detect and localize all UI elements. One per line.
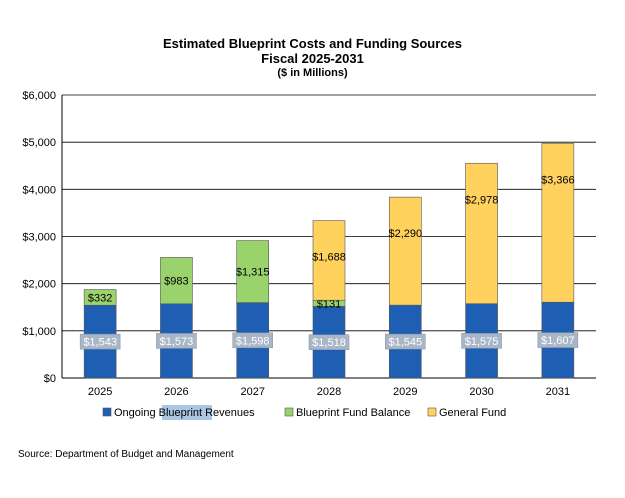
bar-segment xyxy=(83,289,117,306)
legend-entry: Ongoing Blueprint Revenues xyxy=(114,407,255,419)
bar-segment xyxy=(312,220,346,301)
data-label: $1,607 xyxy=(541,335,575,347)
data-label-box xyxy=(461,333,502,349)
legend-highlight xyxy=(162,405,212,420)
y-tick-label: $1,000 xyxy=(22,326,56,338)
chart-subtitle: Fiscal 2025-2031 xyxy=(261,51,364,66)
data-label: $1,688 xyxy=(312,252,346,264)
data-label: $983 xyxy=(164,276,188,288)
legend-swatch xyxy=(102,407,112,417)
x-tick-label: 2026 xyxy=(164,386,188,398)
bar-segment xyxy=(388,196,422,306)
y-tick-label: $5,000 xyxy=(22,137,56,149)
data-label-box xyxy=(79,333,121,350)
x-tick-label: 2028 xyxy=(317,386,341,398)
data-label: $1,518 xyxy=(312,337,346,349)
y-tick-label: $6,000 xyxy=(22,90,56,102)
data-label: $1,315 xyxy=(236,267,270,279)
y-tick-label: $2,000 xyxy=(22,279,56,291)
data-label: $1,573 xyxy=(160,336,194,348)
x-tick-label: 2029 xyxy=(393,386,417,398)
chart-title: Estimated Blueprint Costs and Funding So… xyxy=(162,36,463,51)
data-label: $2,978 xyxy=(465,194,499,206)
y-tick-label: $0 xyxy=(44,373,56,385)
data-label: $332 xyxy=(88,292,112,304)
data-label: $1,545 xyxy=(388,337,422,349)
x-tick-label: 2027 xyxy=(240,386,264,398)
y-tick-label: $3,000 xyxy=(22,232,56,244)
chart-titles: Estimated Blueprint Costs and Funding So… xyxy=(0,36,625,80)
data-label-box xyxy=(385,333,426,350)
y-tick-label: $4,000 xyxy=(22,184,56,196)
bar-segment xyxy=(236,240,270,303)
data-label: $2,290 xyxy=(388,228,422,240)
data-label: $131 xyxy=(317,298,341,310)
data-label: $1,598 xyxy=(236,335,270,347)
data-label-box xyxy=(537,332,579,348)
data-label-box xyxy=(156,333,197,349)
bar-segment xyxy=(465,162,498,305)
bar-segment xyxy=(160,257,193,305)
data-label: $3,366 xyxy=(541,174,575,186)
bar-segment xyxy=(541,143,575,303)
legend-entry: Blueprint Fund Balance xyxy=(296,407,410,419)
data-label-box xyxy=(308,334,350,350)
legend-entry: General Fund xyxy=(439,407,506,419)
legend-swatch xyxy=(427,407,437,417)
data-label: $1,543 xyxy=(83,337,117,349)
x-tick-label: 2025 xyxy=(88,386,112,398)
legend-swatch xyxy=(284,407,294,417)
source-note: Source: Department of Budget and Managem… xyxy=(18,449,234,460)
x-tick-label: 2031 xyxy=(546,386,570,398)
x-tick-label: 2030 xyxy=(469,386,493,398)
data-label: $1,575 xyxy=(465,336,499,348)
data-label-box xyxy=(232,332,273,349)
chart-units: ($ in Millions) xyxy=(277,67,348,79)
